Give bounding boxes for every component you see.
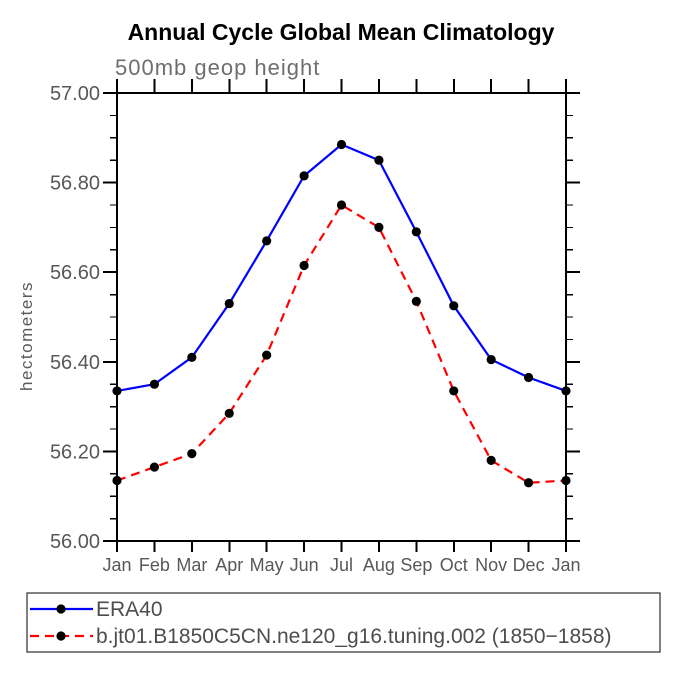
era40-marker <box>187 352 197 362</box>
month-label: Oct <box>440 555 468 575</box>
y-tick-label: 56.00 <box>50 531 100 553</box>
y-tick-label: 56.60 <box>50 262 100 284</box>
month-label: Apr <box>215 555 243 575</box>
y-tick-label: 56.80 <box>50 173 100 195</box>
month-label: Dec <box>513 555 545 575</box>
era40-marker <box>149 379 160 389</box>
era40-marker <box>112 386 122 396</box>
month-label: Aug <box>363 555 395 575</box>
era40-marker <box>262 236 272 246</box>
era40-marker <box>224 298 234 309</box>
axes: 56.00 56.20 56.40 56.60 56.80 57.00 Jan Feb Mar A… <box>50 79 581 575</box>
y-tick-label: 56.40 <box>50 352 100 374</box>
era40-marker <box>411 227 421 237</box>
model-marker <box>411 296 421 306</box>
model-marker <box>449 386 459 396</box>
era40-marker <box>299 171 309 181</box>
era40-marker <box>561 386 571 396</box>
legend-sample-model-marker <box>56 631 66 641</box>
legend-line-samples <box>30 604 93 641</box>
legend-label-model: b.jt01.B1850C5CN.ne120_g16.tuning.002 (1… <box>96 625 612 648</box>
model-marker <box>336 200 347 210</box>
era40-marker <box>449 301 459 311</box>
model-marker <box>523 478 534 488</box>
model-marker <box>262 350 272 360</box>
month-label: Sep <box>400 555 432 575</box>
model-marker <box>224 408 234 418</box>
model-marker <box>299 260 309 271</box>
month-label: Jul <box>330 555 353 575</box>
model-marker <box>486 455 496 465</box>
month-label: Jan <box>551 555 580 575</box>
month-label: May <box>250 555 284 575</box>
model-marker <box>374 222 384 232</box>
month-label: Jun <box>290 555 319 575</box>
chart-subtitle: 500mb geop height <box>115 55 320 80</box>
era40-marker <box>374 155 384 165</box>
chart-title: Annual Cycle Global Mean Climatology <box>128 19 555 45</box>
model-marker <box>561 475 571 486</box>
legend-label-era40: ERA40 <box>96 598 163 621</box>
legend-box <box>26 592 661 653</box>
era40-marker <box>486 354 496 365</box>
month-label: Jan <box>102 555 131 575</box>
y-tick-label: 56.20 <box>50 441 100 463</box>
model-marker <box>149 462 160 472</box>
era40-marker <box>523 372 534 383</box>
model-line <box>116 203 567 484</box>
y-tick-label: 57.00 <box>50 83 100 105</box>
legend: ERA40 b.jt01.B1850C5CN.ne120_g16.tuning.… <box>26 592 661 653</box>
y-axis-title: hectometers <box>17 281 36 391</box>
era40-line <box>116 143 567 393</box>
era40-marker <box>336 139 347 150</box>
model-marker <box>112 475 122 486</box>
month-label: Mar <box>176 555 207 575</box>
legend-sample-era40-marker <box>56 604 66 614</box>
month-label: Nov <box>475 555 507 575</box>
month-label: Feb <box>139 555 170 575</box>
model-marker <box>187 449 197 459</box>
plot-series <box>112 139 571 488</box>
